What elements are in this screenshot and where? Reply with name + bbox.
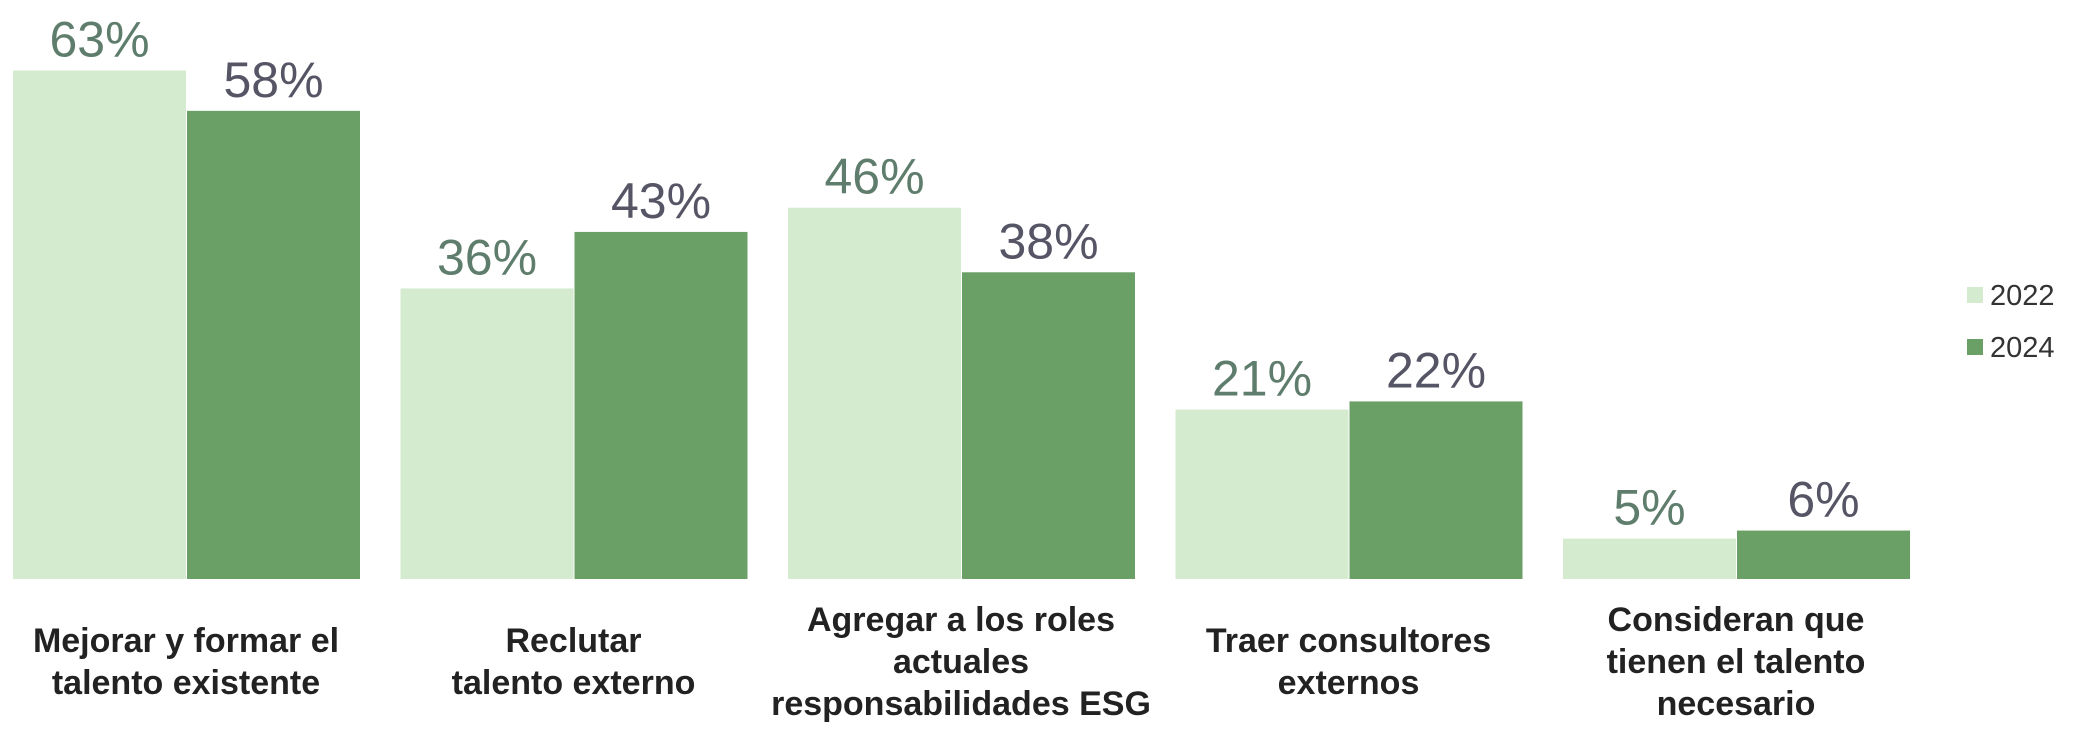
bar bbox=[1563, 538, 1736, 579]
bar bbox=[574, 231, 748, 579]
value-label: 5% bbox=[1613, 480, 1685, 536]
value-label: 63% bbox=[49, 12, 149, 68]
value-label: 22% bbox=[1386, 342, 1486, 398]
bar bbox=[13, 70, 186, 579]
bar bbox=[400, 288, 574, 579]
legend-swatch bbox=[1967, 287, 1983, 303]
value-label: 36% bbox=[437, 229, 537, 285]
value-label: 21% bbox=[1212, 351, 1312, 407]
category-label: Consideran que tienen el talento necesar… bbox=[1606, 600, 1866, 723]
bar bbox=[1349, 401, 1523, 579]
bar bbox=[187, 110, 360, 579]
category-label: Reclutar talento externo bbox=[451, 621, 696, 702]
bar bbox=[788, 207, 961, 579]
value-label: 43% bbox=[611, 173, 711, 229]
bar bbox=[962, 272, 1135, 579]
legend-swatch bbox=[1967, 339, 1983, 355]
bar bbox=[1737, 530, 1910, 579]
legend-label: 2024 bbox=[1990, 332, 2055, 364]
value-label: 58% bbox=[223, 52, 323, 108]
category-label: Traer consultores externos bbox=[1205, 621, 1492, 702]
category-label: Agregar a los roles actuales responsabil… bbox=[771, 600, 1151, 723]
category-label: Mejorar y formar el talento existente bbox=[32, 621, 340, 702]
value-label: 38% bbox=[998, 213, 1098, 269]
value-label: 46% bbox=[824, 149, 924, 205]
legend-label: 2022 bbox=[1990, 280, 2055, 312]
bar bbox=[1175, 409, 1349, 579]
value-label: 6% bbox=[1787, 472, 1859, 528]
